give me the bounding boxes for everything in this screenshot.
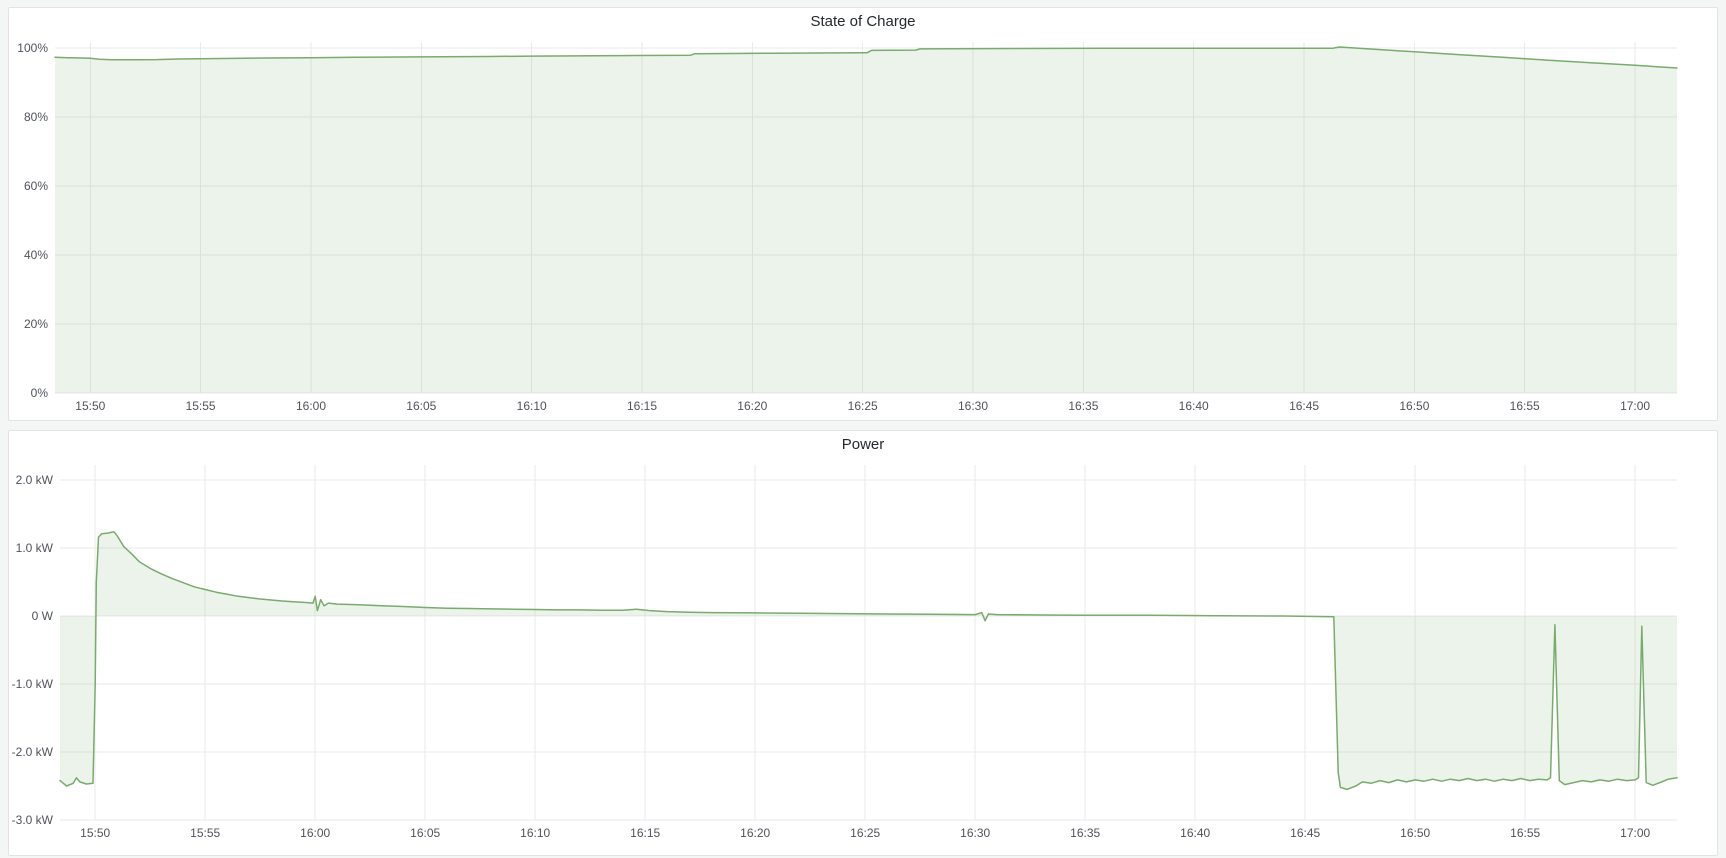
y-axis-tick-label: -1.0 kW [12,677,54,691]
y-axis-tick-label: 40% [24,248,48,262]
x-axis-tick-label: 16:10 [517,399,547,413]
x-axis-tick-label: 16:40 [1180,826,1210,840]
x-axis-tick-label: 17:00 [1620,826,1650,840]
x-axis-tick-label: 17:00 [1620,399,1650,413]
x-axis-tick-label: 15:50 [80,826,110,840]
series-line [59,530,1678,791]
y-axis-tick-label: -3.0 kW [12,813,54,827]
y-axis-tick-label: 100% [17,41,48,55]
x-axis-tick-label: 16:00 [300,826,330,840]
x-axis-tick-label: 16:45 [1290,826,1320,840]
y-axis-tick-label: 0 W [32,609,54,623]
y-axis-tick-label: 2.0 kW [16,473,54,487]
panel-state-of-charge: State of Charge 0% 20% 40% 60% 80% 100% 15:50 1… [8,7,1718,421]
y-axis-tick-label: 0% [31,386,49,400]
x-axis-tick-label: 16:55 [1510,399,1540,413]
x-axis-tick-label: 15:55 [186,399,216,413]
y-axis-tick-label: 80% [24,110,48,124]
x-axis-tick-label: 16:05 [410,826,440,840]
panel-power: Power 2.0 kW 1.0 kW 0 W -1.0 kW -2.0 kW -3.0 … [8,430,1718,856]
x-axis-tick-label: 16:30 [958,399,988,413]
y-axis-tick-label: 60% [24,179,48,193]
y-axis-tick-label: -2.0 kW [12,745,54,759]
power-chart-canvas[interactable]: 2.0 kW 1.0 kW 0 W -1.0 kW -2.0 kW -3.0 kW 15:5… [9,458,1717,854]
panel-title-power[interactable]: Power [841,436,885,453]
x-axis-tick-label: 16:15 [627,399,657,413]
series-area-fill [55,47,1677,393]
x-axis-tick-label: 16:30 [960,826,990,840]
x-axis-tick-label: 16:00 [296,399,326,413]
x-axis-tick-label: 16:35 [1070,826,1100,840]
x-axis-tick-label: 16:50 [1399,399,1429,413]
x-axis-tick-label: 16:10 [520,826,550,840]
x-axis-tick-label: 16:40 [1179,399,1209,413]
x-axis-tick-label: 15:55 [190,826,220,840]
series-area-fill [60,531,1677,790]
x-axis-tick-label: 16:50 [1400,826,1430,840]
x-axis-tick-label: 16:05 [406,399,436,413]
x-axis-tick-label: 16:20 [737,399,767,413]
panel-title-state-of-charge[interactable]: State of Charge [810,13,916,30]
soc-chart-canvas[interactable]: 0% 20% 40% 60% 80% 100% 15:50 15:55 16:00 16:05 16… [9,35,1717,419]
y-axis-tick-label: 20% [24,317,48,331]
series-line [54,46,1678,69]
y-axis-tick-label: 1.0 kW [16,541,54,555]
x-axis-tick-label: 16:25 [850,826,880,840]
x-axis-tick-label: 16:20 [740,826,770,840]
x-axis-tick-label: 15:50 [75,399,105,413]
x-axis-tick-label: 16:55 [1510,826,1540,840]
x-axis-tick-label: 16:15 [630,826,660,840]
x-axis-tick-label: 16:25 [848,399,878,413]
x-axis-tick-label: 16:45 [1289,399,1319,413]
x-axis-tick-label: 16:35 [1068,399,1098,413]
